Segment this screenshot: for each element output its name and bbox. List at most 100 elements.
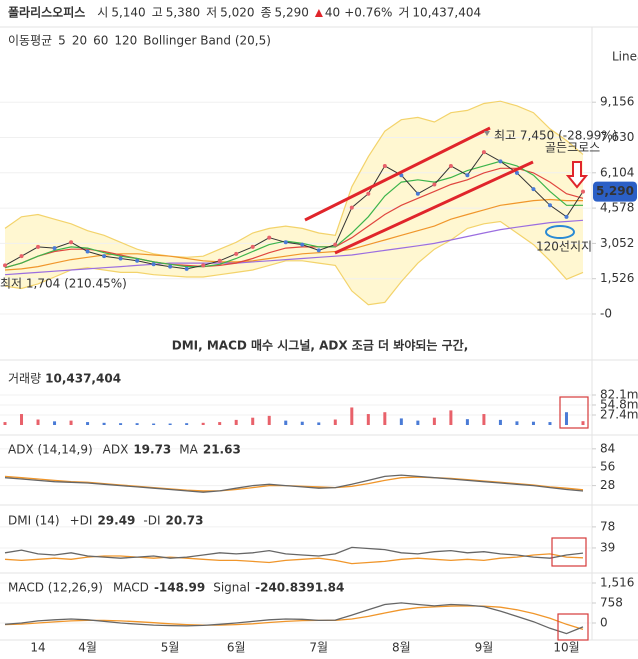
price-label: 5,290: [596, 184, 634, 198]
price-point: [118, 256, 123, 261]
stock-name: 폴라리스오피스: [8, 5, 85, 20]
price-point: [498, 159, 503, 164]
price-point: [564, 214, 569, 219]
volume-bar: [300, 421, 304, 425]
price-point: [201, 263, 206, 268]
trendline: [334, 160, 534, 255]
x-tick-label: 14: [30, 641, 45, 655]
price-point: [514, 170, 519, 175]
volume-bar: [234, 419, 238, 425]
volume-bar: [267, 415, 271, 425]
volume-bar: [3, 422, 7, 425]
legend-entry: Signal: [213, 581, 250, 595]
price-point: [217, 258, 222, 263]
volume-bar: [333, 419, 337, 425]
x-tick-label: 7월: [309, 641, 328, 655]
price-line: [4, 151, 584, 270]
quote-value: 5,020: [220, 6, 254, 20]
volume-bar: [366, 414, 370, 425]
legend-entry: 120: [114, 34, 137, 48]
panel-title: 거래량: [8, 372, 41, 386]
panel-readout: -148.99: [154, 581, 205, 595]
x-tick-label: 10월: [553, 641, 579, 655]
price-point: [135, 258, 140, 263]
highlight-box: [551, 537, 587, 567]
price-point: [415, 191, 420, 196]
legend-title: 이동평균: [8, 34, 52, 48]
y-tick-label: 28: [600, 478, 615, 492]
y-tick-label: 54.8m: [600, 397, 638, 411]
indicator-line: [4, 605, 584, 631]
price-point: [102, 254, 107, 259]
volume-bar: [317, 422, 321, 425]
volume-bar: [482, 414, 486, 425]
price-point: [481, 150, 486, 155]
quote-value: 10,437,404: [412, 6, 481, 20]
legend-entry: MACD: [113, 581, 149, 595]
legend-entry: -DI: [143, 514, 160, 528]
quote-value: 5,380: [166, 6, 200, 20]
arrow: [565, 161, 589, 189]
legend-entry: MA: [179, 443, 198, 457]
quote-label: 시: [97, 6, 108, 20]
y-tick-label: 9,156: [600, 95, 634, 109]
price-point: [531, 187, 536, 192]
price-point: [52, 246, 57, 251]
volume-bar: [168, 423, 172, 425]
price-point: [283, 240, 288, 245]
quote-label: 저: [206, 6, 217, 20]
volume-bar: [416, 420, 420, 425]
price-point: [366, 191, 371, 196]
price-point: [85, 249, 90, 254]
bollinger-upper: [4, 100, 584, 258]
up-icon: [314, 9, 323, 17]
legend-entry: Bollinger Band (20,5): [143, 34, 271, 48]
price-point: [547, 203, 552, 208]
price-point: [581, 189, 585, 194]
price-label-box: [593, 181, 637, 202]
price-point: [448, 163, 453, 168]
y-tick-label: 7,630: [600, 130, 634, 144]
volume-bar: [350, 407, 354, 425]
price-point: [234, 251, 239, 256]
scale-label: Linea: [612, 50, 638, 64]
indicator-line: [4, 474, 584, 493]
panel-readout: -240.83: [255, 581, 306, 595]
panel-title: DMI (14): [8, 514, 60, 528]
x-tick-label: 4월: [78, 641, 97, 655]
volume-bar: [20, 414, 24, 425]
volume-bar: [498, 419, 502, 425]
volume-bar: [218, 422, 222, 425]
indicator-line: [4, 546, 584, 559]
legend-entry: 60: [93, 34, 108, 48]
price-point: [69, 240, 74, 245]
quote-label: 고: [152, 6, 163, 20]
drawings: [304, 126, 589, 641]
x-tick-label: 6월: [227, 641, 246, 655]
volume-bar: [135, 423, 139, 425]
panel-title: ADX (14,14,9): [8, 443, 93, 457]
panel-readout: 10,437,404: [45, 372, 121, 386]
indicator-line: [4, 553, 584, 565]
annotation: 최고 7,450 (-28.99%): [494, 129, 618, 143]
volume-bar: [152, 423, 156, 425]
annotation: DMI, MACD 매수 시그널, ADX 조금 더 봐야되는 구간,: [172, 338, 469, 353]
y-tick-label: 39: [600, 540, 615, 554]
price-point: [382, 163, 387, 168]
y-tick-label: -0: [600, 306, 612, 320]
price-point: [19, 254, 24, 259]
price-point: [316, 248, 321, 253]
highlight-box: [557, 613, 589, 641]
y-tick-label: 1,526: [600, 271, 634, 285]
trendline: [304, 126, 491, 222]
annotation: 골든크로스: [545, 141, 600, 155]
ma-line: [4, 160, 583, 269]
ma-line: [4, 167, 584, 269]
volume-bar: [201, 422, 205, 425]
legend-entry: +DI: [70, 514, 93, 528]
quote-label: 거: [398, 6, 409, 20]
annotation: 120선지지: [536, 240, 592, 254]
high-marker: [484, 131, 490, 136]
change-pct: +0.76%: [344, 6, 392, 20]
